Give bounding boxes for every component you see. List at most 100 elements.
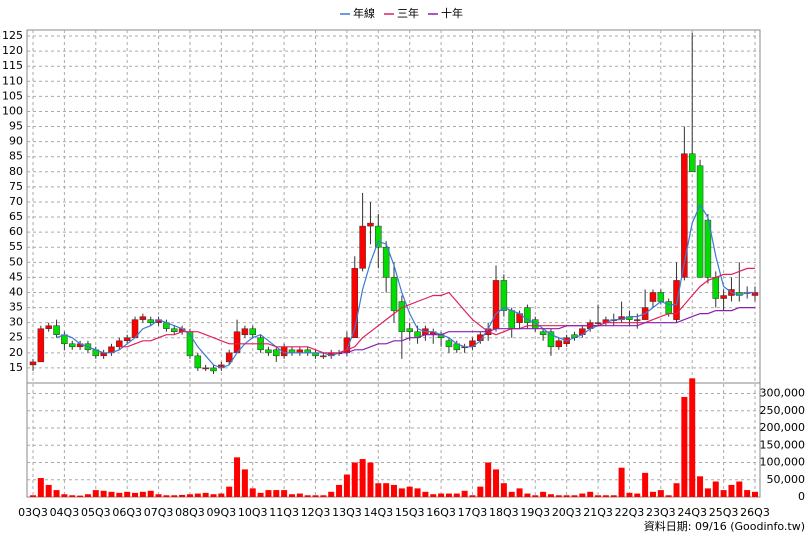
ma-line <box>56 203 755 369</box>
ma-line <box>339 307 755 354</box>
y-tick-label: 120 <box>2 44 23 57</box>
volume-bar <box>37 478 44 497</box>
candle-body <box>194 355 202 369</box>
x-tick-label: 22Q3 <box>615 506 645 519</box>
x-tick-label: 13Q3 <box>332 506 362 519</box>
candle-body <box>712 277 720 299</box>
volume-bar <box>336 484 343 497</box>
volume-bar <box>555 495 562 497</box>
candle-body <box>720 295 727 299</box>
y-tick-label: 80 <box>9 165 23 178</box>
legend-label: 十年 <box>441 6 463 20</box>
volume-bar <box>171 495 178 497</box>
volume-bar <box>163 495 170 497</box>
volume-bar <box>343 474 350 497</box>
candle-body <box>382 246 390 278</box>
candle-body <box>508 310 515 329</box>
volume-bar <box>320 495 327 497</box>
candle-body <box>649 292 657 302</box>
volume-bar <box>681 396 688 497</box>
y-tick-label: 65 <box>9 210 23 223</box>
volume-bar <box>383 483 390 497</box>
volume-bar <box>712 481 719 497</box>
candle-body <box>45 325 52 329</box>
volume-bar <box>634 493 641 497</box>
volume-bar <box>595 495 602 497</box>
volume-bar <box>689 378 696 497</box>
volume-bar <box>234 457 241 497</box>
candle-body <box>147 319 154 323</box>
volume-bar <box>296 493 303 497</box>
candle-body <box>68 343 76 348</box>
volume-bar <box>398 488 405 497</box>
candle-body <box>681 153 688 278</box>
y-tick-label: 110 <box>2 74 23 87</box>
volume-bar <box>445 493 452 497</box>
volume-bar <box>53 490 60 497</box>
volume-tick-label: 250,000 <box>760 404 806 417</box>
candle-body <box>29 361 37 366</box>
candle-body <box>406 328 413 332</box>
y-tick-label: 60 <box>9 225 23 238</box>
candle-body <box>657 292 665 302</box>
y-tick-label: 15 <box>9 361 23 374</box>
candle-body <box>688 153 696 173</box>
volume-bar <box>524 493 531 497</box>
candle-body <box>594 322 602 324</box>
y-tick-label: 75 <box>9 180 23 193</box>
volume-bar <box>673 483 680 497</box>
y-tick-label: 90 <box>9 135 23 148</box>
candle-body <box>225 352 233 363</box>
candle-body <box>696 165 704 278</box>
volume-bar <box>186 494 193 497</box>
candle-body <box>351 268 359 338</box>
candle-body <box>241 328 249 335</box>
volume-bar <box>587 491 594 497</box>
volume-bar <box>45 484 52 497</box>
y-tick-label: 45 <box>9 270 23 283</box>
volume-bar <box>665 495 672 497</box>
candle-body <box>116 340 123 348</box>
volume-bar <box>281 490 288 497</box>
y-tick-label: 125 <box>2 29 23 42</box>
candle-body <box>390 277 398 311</box>
x-tick-label: 03Q3 <box>18 506 48 519</box>
y-tick-label: 40 <box>9 285 23 298</box>
x-tick-label: 23Q3 <box>646 506 676 519</box>
candle-body <box>123 337 131 342</box>
volume-bar <box>265 490 272 497</box>
volume-bar <box>618 467 625 497</box>
x-tick-label: 20Q3 <box>552 506 582 519</box>
volume-bar <box>540 491 547 497</box>
candle-body <box>367 222 374 227</box>
volume-bar <box>563 495 570 497</box>
volume-bar <box>500 483 507 497</box>
volume-bar <box>453 493 460 497</box>
volume-bar <box>312 495 319 497</box>
candle-body <box>37 328 45 363</box>
volume-bar <box>422 491 429 497</box>
ma-line <box>119 267 755 354</box>
candle-body <box>273 349 280 357</box>
candle-body <box>171 328 178 332</box>
candle-body <box>500 280 508 311</box>
volume-bar <box>744 490 751 497</box>
volume-bar <box>547 494 554 497</box>
y-tick-label: 30 <box>9 316 23 329</box>
volume-bar <box>226 486 233 497</box>
volume-bar <box>69 495 76 497</box>
candle-body <box>398 301 406 332</box>
volume-bar <box>649 491 656 497</box>
candle-body <box>139 316 147 320</box>
y-tick-label: 50 <box>9 255 23 268</box>
volume-bar <box>273 490 280 497</box>
x-tick-label: 06Q3 <box>112 506 142 519</box>
volume-bar <box>194 493 201 497</box>
volume-bar <box>328 491 335 497</box>
volume-tick-label: 100,000 <box>760 456 806 469</box>
candle-body <box>547 331 555 348</box>
volume-bar <box>288 494 295 497</box>
candle-body <box>265 349 272 354</box>
volume-bar <box>179 494 186 497</box>
x-tick-label: 15Q3 <box>395 506 425 519</box>
